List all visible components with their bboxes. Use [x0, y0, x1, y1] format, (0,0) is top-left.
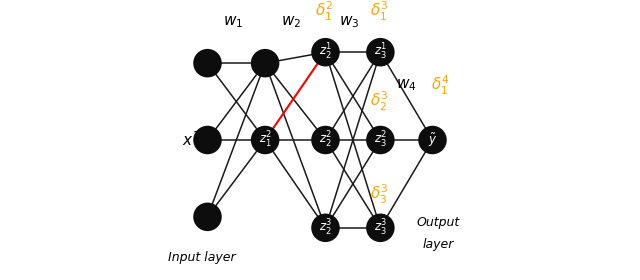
Circle shape: [311, 38, 340, 66]
Circle shape: [193, 202, 222, 231]
Circle shape: [193, 126, 222, 154]
Text: $\delta_3^3$: $\delta_3^3$: [370, 183, 388, 206]
Circle shape: [366, 126, 395, 154]
Text: Input layer: Input layer: [168, 251, 236, 265]
Text: $\tilde{y}$: $\tilde{y}$: [428, 131, 437, 149]
Circle shape: [418, 126, 447, 154]
Text: $z_2^2$: $z_2^2$: [319, 130, 332, 150]
Text: $\delta_2^3$: $\delta_2^3$: [370, 90, 388, 113]
Text: layer: layer: [422, 238, 454, 251]
Text: $w_3$: $w_3$: [339, 14, 359, 30]
Circle shape: [251, 126, 280, 154]
Text: $z_3^3$: $z_3^3$: [374, 218, 387, 238]
Text: Output: Output: [417, 216, 460, 229]
Circle shape: [311, 214, 340, 242]
Text: $\delta_1^2$: $\delta_1^2$: [315, 0, 333, 23]
Text: $z_3^1$: $z_3^1$: [374, 42, 387, 62]
Text: $\delta_1^3$: $\delta_1^3$: [370, 0, 388, 23]
Text: $z_2^1$: $z_2^1$: [319, 42, 332, 62]
Text: $z_2^3$: $z_2^3$: [319, 218, 332, 238]
Text: $w_1$: $w_1$: [223, 14, 244, 30]
Text: $w_4$: $w_4$: [396, 77, 417, 93]
Text: $z_1^2$: $z_1^2$: [259, 130, 272, 150]
Circle shape: [366, 38, 395, 66]
Text: $z_3^2$: $z_3^2$: [374, 130, 387, 150]
Circle shape: [193, 49, 222, 78]
Text: $\delta_1^4$: $\delta_1^4$: [431, 74, 450, 97]
Text: $w_2$: $w_2$: [281, 14, 301, 30]
Circle shape: [251, 49, 280, 78]
Circle shape: [366, 214, 395, 242]
Text: $x^1$: $x^1$: [182, 131, 200, 149]
Circle shape: [311, 126, 340, 154]
